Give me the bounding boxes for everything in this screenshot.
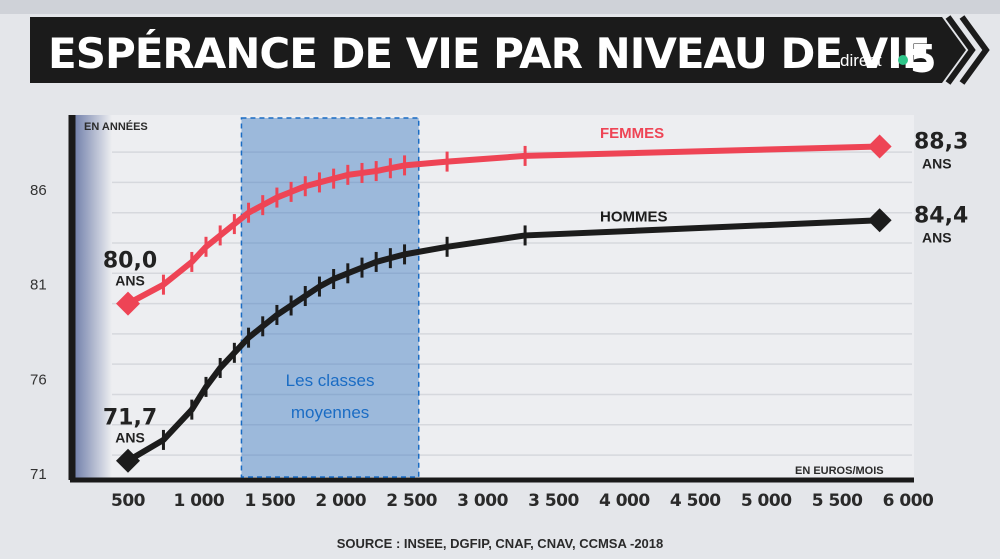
title-banner [30,17,966,83]
y-tick-label: 81 [30,277,47,294]
x-tick-label: 1 500 [244,491,295,511]
brand-channel-number: 5 [910,37,936,81]
gridlines [112,151,912,456]
x-tick-label: 5 000 [741,491,792,511]
series-lines [116,134,892,473]
banner-title: ESPÉRANCE DE VIE PAR NIVEAU DE VIE [48,28,929,78]
endpoint-marker [867,208,892,233]
x-tick-label: 5 500 [812,491,863,511]
banner-top-strip [0,0,1000,14]
x-tick-label: 4 000 [599,491,650,511]
y-tick-label: 71 [30,466,47,483]
end-value-label: 88,3 [914,129,968,154]
x-tick-label: 2 500 [386,491,437,511]
x-tick-label: 3 000 [457,491,508,511]
start-unit-label: ANS [115,273,145,289]
x-tick-labels: 500 1 000 1 500 2 000 2 500 3 000 3 500 4 000 4 … [111,491,935,511]
y-tick-label: 86 [30,182,47,199]
y-axis-label: EN ANNÉES [84,120,148,133]
x-tick-label: 6 000 [883,491,934,511]
source-note: SOURCE : INSEE, DGFIP, CNAF, CNAV, CCMSA… [337,536,664,551]
brand-direct-text: direct [840,51,882,70]
plot-panel [72,115,914,480]
endpoint-marker [867,134,892,159]
highlight-label-line1: Les classes [286,371,375,390]
highlight-label-line2: moyennes [291,403,369,422]
series-name-label: FEMMES [600,125,664,142]
endpoint-marker [116,291,140,316]
end-unit-label: ANS [922,155,952,171]
x-tick-label: 1 000 [174,491,225,511]
x-tick-label: 3 500 [528,491,579,511]
x-tick-label: 2 000 [315,491,366,511]
start-value-label: 80,0 [103,249,157,274]
brand-dot-icon [898,55,908,65]
start-value-label: 71,7 [103,406,157,431]
endpoint-marker [116,448,140,473]
end-value-label: 84,4 [914,203,968,228]
yaxis-shade [72,115,112,480]
x-tick-label: 500 [111,491,146,511]
start-unit-label: ANS [115,430,145,446]
x-tick-label: 4 500 [670,491,721,511]
banner-chevron-2 [959,15,990,85]
banner-chevron-1 [945,15,976,85]
y-tick-labels: 71 76 81 86 [30,182,47,483]
middle-class-highlight [240,117,420,478]
end-unit-label: ANS [922,229,952,245]
series-name-label: HOMMES [600,208,668,225]
x-axis-label: EN EUROS/MOIS [795,465,884,477]
y-tick-label: 76 [30,371,47,388]
highlight-band [240,117,420,478]
